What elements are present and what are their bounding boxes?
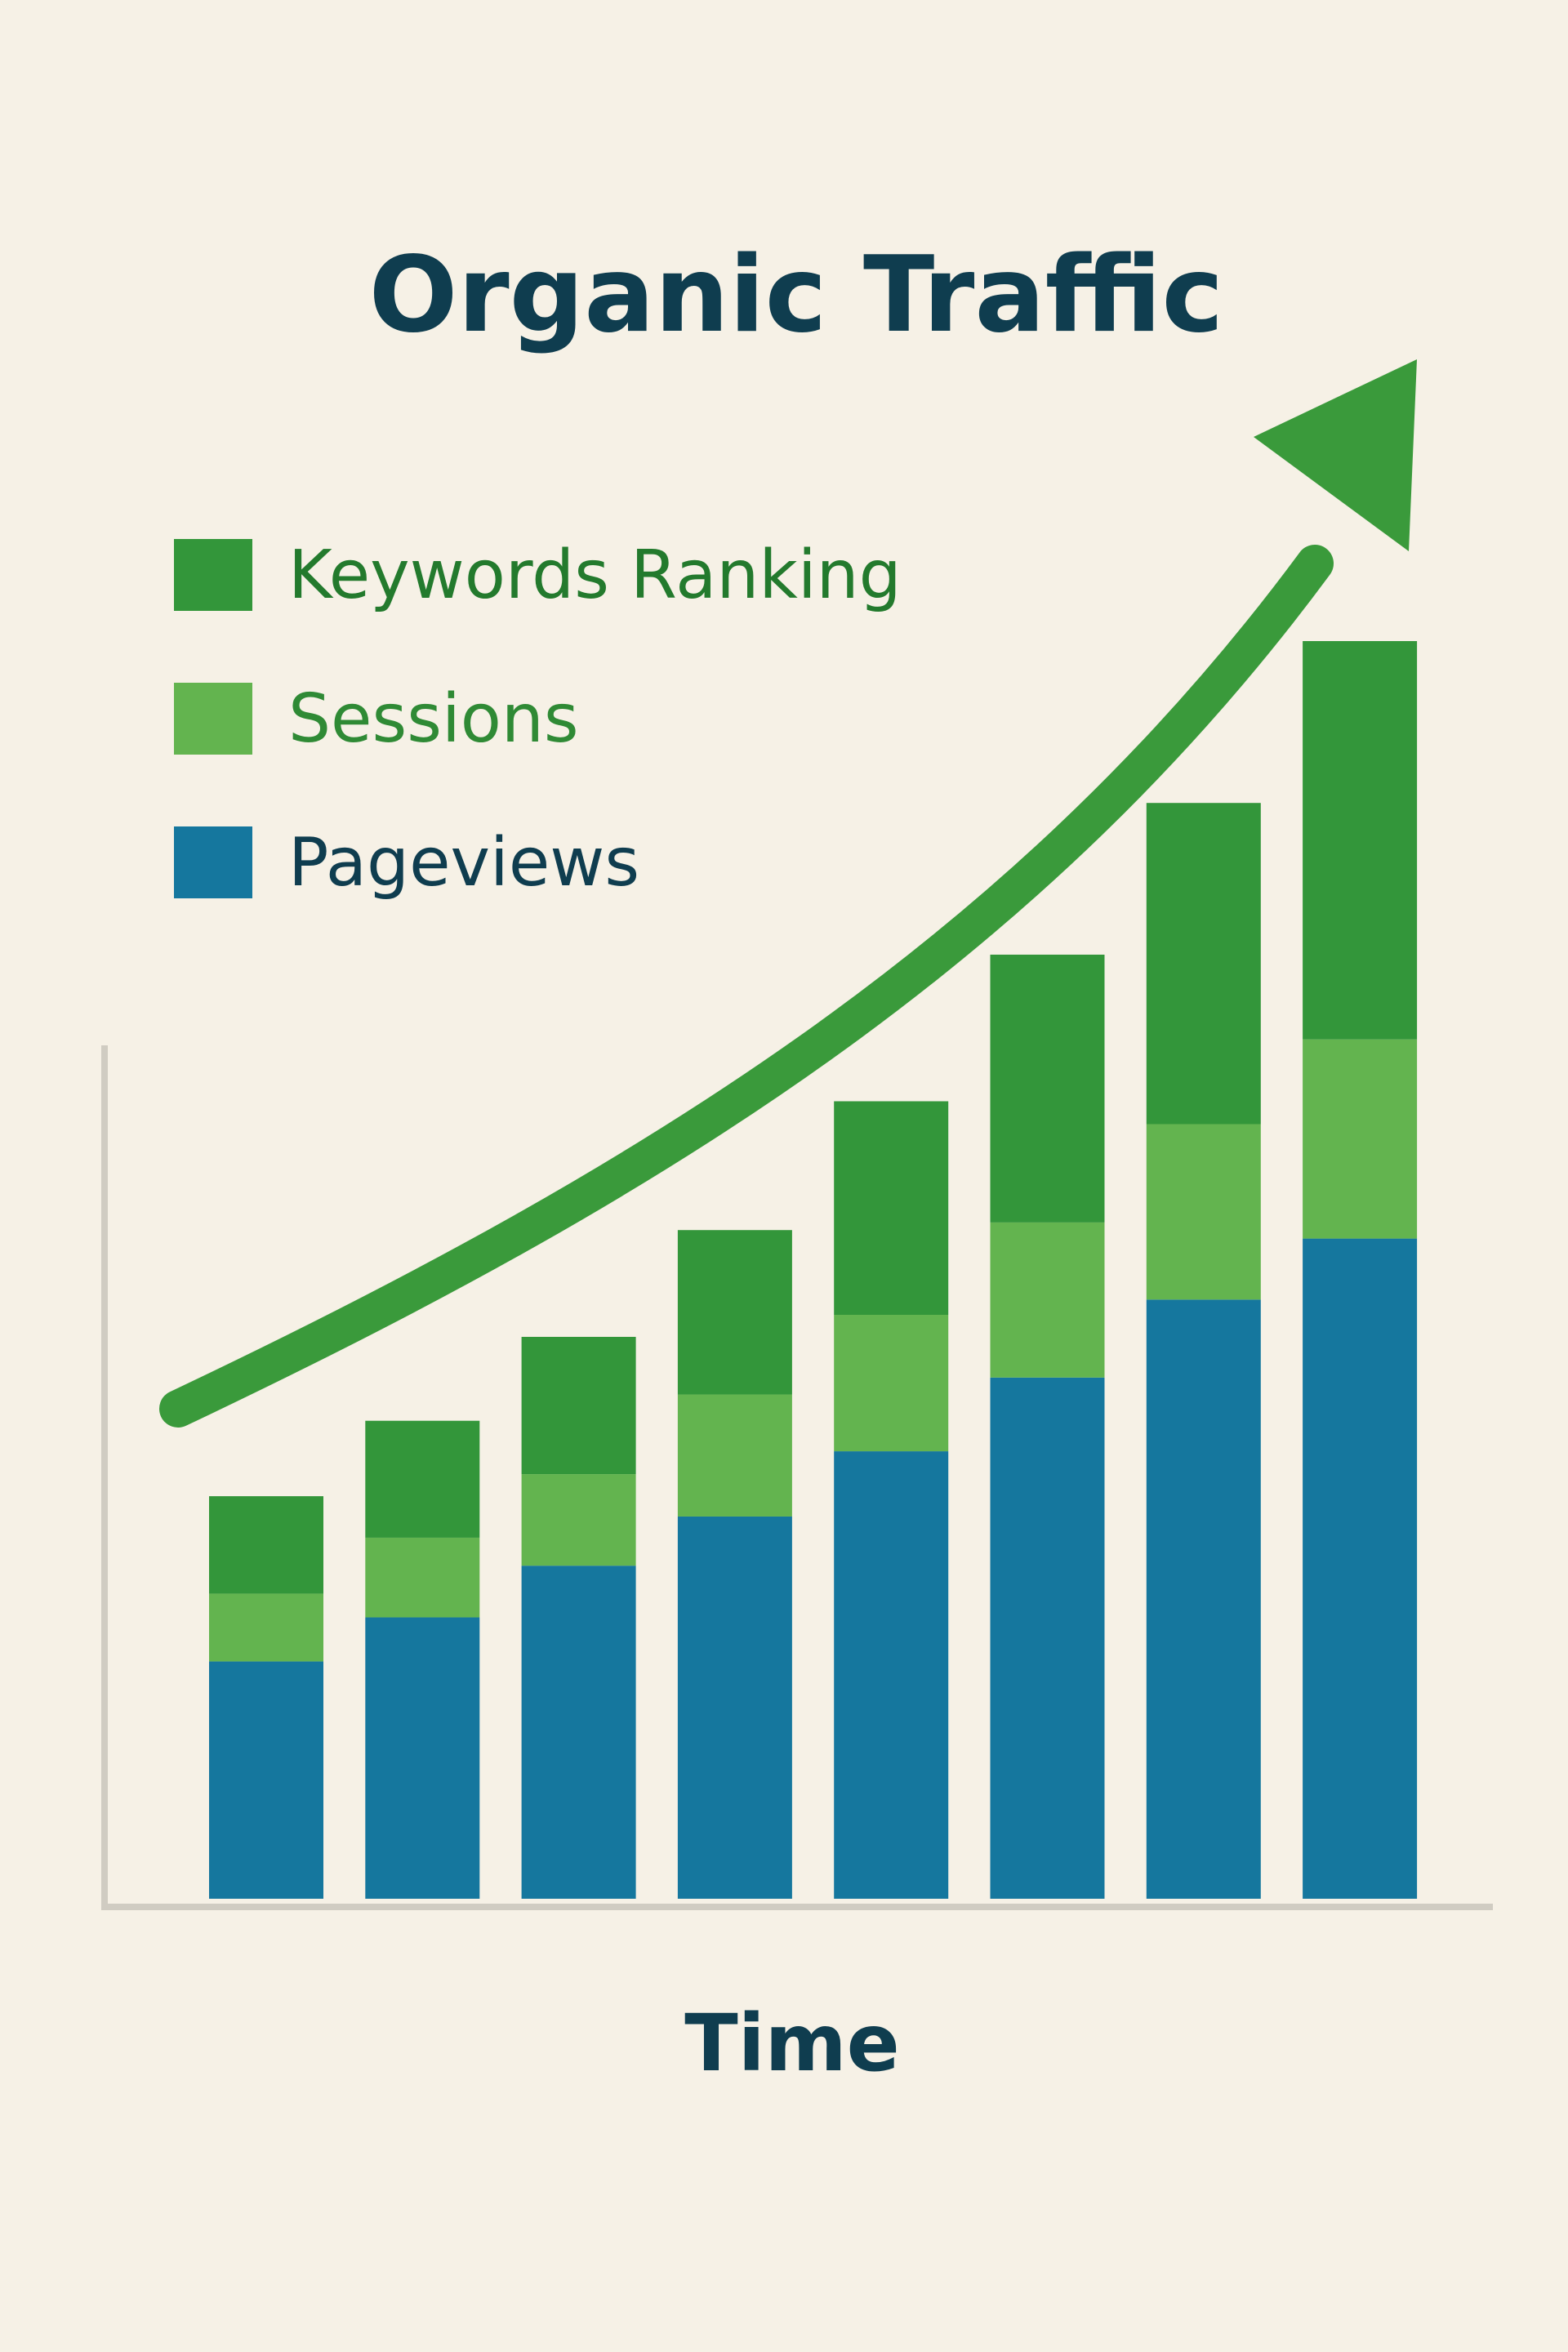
bar-sessions bbox=[521, 1474, 636, 1566]
bar-keywords-ranking bbox=[1146, 803, 1261, 1125]
axes bbox=[101, 1045, 1493, 1910]
bar-pageviews bbox=[1303, 1238, 1418, 1899]
bar-keywords-ranking bbox=[990, 954, 1105, 1223]
bar-sessions bbox=[677, 1394, 792, 1517]
bar-sessions bbox=[834, 1315, 949, 1452]
bar-pageviews bbox=[677, 1516, 792, 1899]
bar-keywords-ranking bbox=[521, 1336, 636, 1475]
legend-label: Sessions bbox=[288, 680, 579, 758]
bar-sessions bbox=[365, 1537, 480, 1618]
bar-keywords-ranking bbox=[834, 1101, 949, 1315]
bar-sessions bbox=[1303, 1039, 1418, 1239]
trend-arrow bbox=[159, 359, 1417, 1428]
bar-pageviews bbox=[365, 1617, 480, 1899]
legend-label: Keywords Ranking bbox=[288, 537, 902, 614]
bar-sessions bbox=[1146, 1124, 1261, 1300]
bars bbox=[209, 641, 1418, 1899]
bar-sessions bbox=[990, 1222, 1105, 1378]
bar-pageviews bbox=[209, 1661, 323, 1899]
trend-arrow-head bbox=[1254, 359, 1417, 551]
chart-title: Organic Traffic bbox=[369, 234, 1224, 356]
bar-pageviews bbox=[1146, 1299, 1261, 1899]
bar-pageviews bbox=[834, 1451, 949, 1899]
trend-arrow-shaft bbox=[159, 545, 1334, 1428]
x-axis-label: Time bbox=[684, 1998, 900, 2089]
bar-keywords-ranking bbox=[1303, 641, 1418, 1040]
bar-keywords-ranking bbox=[209, 1496, 323, 1594]
bar-sessions bbox=[209, 1593, 323, 1662]
legend: Keywords Ranking Sessions Pageviews bbox=[174, 537, 902, 902]
bar-keywords-ranking bbox=[677, 1230, 792, 1395]
bar-pageviews bbox=[521, 1566, 636, 1899]
bar-keywords-ranking bbox=[365, 1420, 480, 1538]
bar-pageviews bbox=[990, 1377, 1105, 1899]
legend-swatch bbox=[174, 539, 252, 611]
legend-label: Pageviews bbox=[288, 824, 639, 902]
legend-swatch bbox=[174, 826, 252, 898]
legend-swatch bbox=[174, 683, 252, 755]
